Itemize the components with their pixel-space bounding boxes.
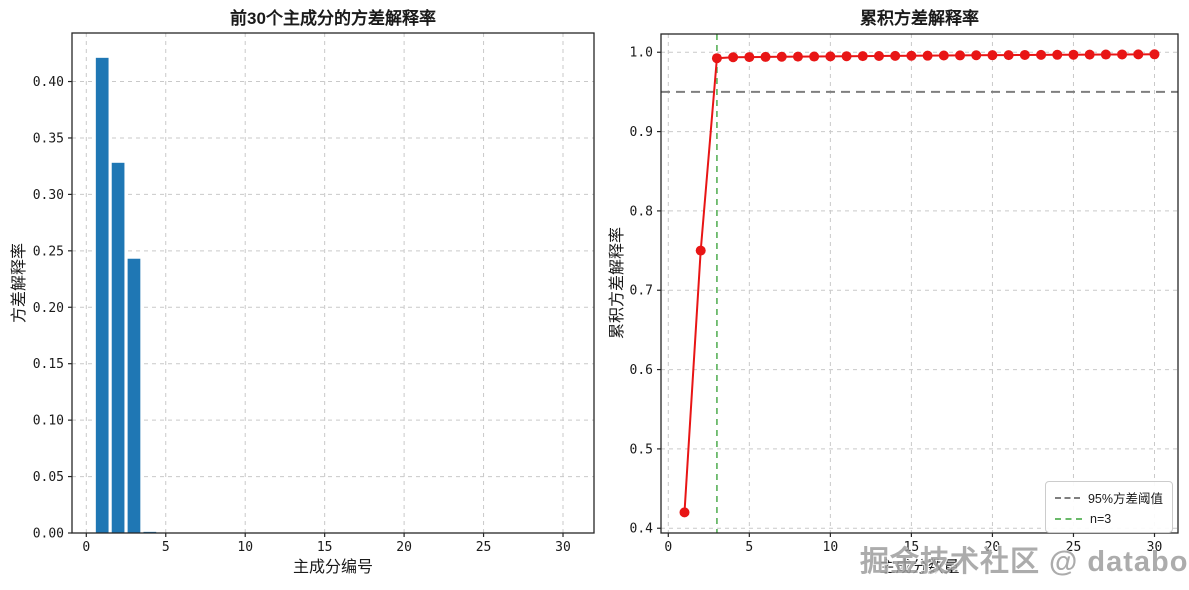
legend: 95%方差阈值 n=3 bbox=[1045, 481, 1173, 533]
svg-text:20: 20 bbox=[985, 540, 1001, 555]
n3-dash-sample-icon bbox=[1055, 518, 1082, 520]
line-chart-xlabel: 主成分数量 bbox=[879, 559, 960, 576]
threshold-dash-sample-icon bbox=[1055, 496, 1080, 499]
svg-text:1.0: 1.0 bbox=[630, 46, 653, 61]
svg-text:0.15: 0.15 bbox=[33, 357, 64, 372]
svg-text:25: 25 bbox=[476, 540, 492, 555]
svg-text:30: 30 bbox=[555, 540, 571, 555]
svg-text:0: 0 bbox=[82, 540, 90, 555]
svg-text:0.40: 0.40 bbox=[33, 75, 64, 90]
line-chart-ylabel: 累积方差解释率 bbox=[609, 226, 626, 340]
bar-chart-title: 前30个主成分的方差解释率 bbox=[230, 9, 436, 28]
legend-threshold-label: 95%方差阈值 bbox=[1087, 492, 1163, 506]
svg-text:0.20: 0.20 bbox=[33, 301, 64, 316]
svg-text:0.30: 0.30 bbox=[33, 188, 64, 203]
svg-text:0.05: 0.05 bbox=[33, 470, 64, 485]
svg-text:30: 30 bbox=[1147, 540, 1163, 555]
svg-text:15: 15 bbox=[317, 540, 333, 555]
svg-text:5: 5 bbox=[162, 540, 170, 555]
svg-text:0.10: 0.10 bbox=[33, 414, 64, 429]
svg-text:20: 20 bbox=[396, 540, 412, 555]
svg-text:15: 15 bbox=[904, 540, 920, 555]
svg-text:10: 10 bbox=[823, 540, 839, 555]
svg-text:25: 25 bbox=[1066, 540, 1082, 555]
svg-text:0.8: 0.8 bbox=[630, 204, 653, 219]
svg-text:0: 0 bbox=[664, 540, 672, 555]
svg-text:0.4: 0.4 bbox=[630, 522, 654, 537]
svg-text:0.35: 0.35 bbox=[33, 131, 64, 146]
line-chart-title: 累积方差解释率 bbox=[860, 9, 979, 28]
legend-item-n3: n=3 bbox=[1055, 512, 1163, 526]
svg-text:0.7: 0.7 bbox=[630, 284, 653, 299]
legend-n3-label: n=3 bbox=[1090, 512, 1112, 526]
svg-text:0.5: 0.5 bbox=[630, 442, 653, 457]
bar-chart-xlabel: 主成分编号 bbox=[292, 559, 373, 576]
svg-text:0.25: 0.25 bbox=[33, 244, 64, 259]
svg-text:10: 10 bbox=[237, 540, 253, 555]
legend-item-threshold: 95%方差阈值 bbox=[1055, 488, 1163, 507]
svg-text:5: 5 bbox=[745, 540, 753, 555]
bar-chart-ylabel: 方差解释率 bbox=[11, 242, 28, 324]
svg-text:0.00: 0.00 bbox=[33, 527, 64, 542]
watermark: 掘金技术社区 @ databook bbox=[860, 546, 1189, 578]
svg-text:0.9: 0.9 bbox=[630, 125, 653, 140]
svg-text:0.6: 0.6 bbox=[630, 363, 653, 378]
